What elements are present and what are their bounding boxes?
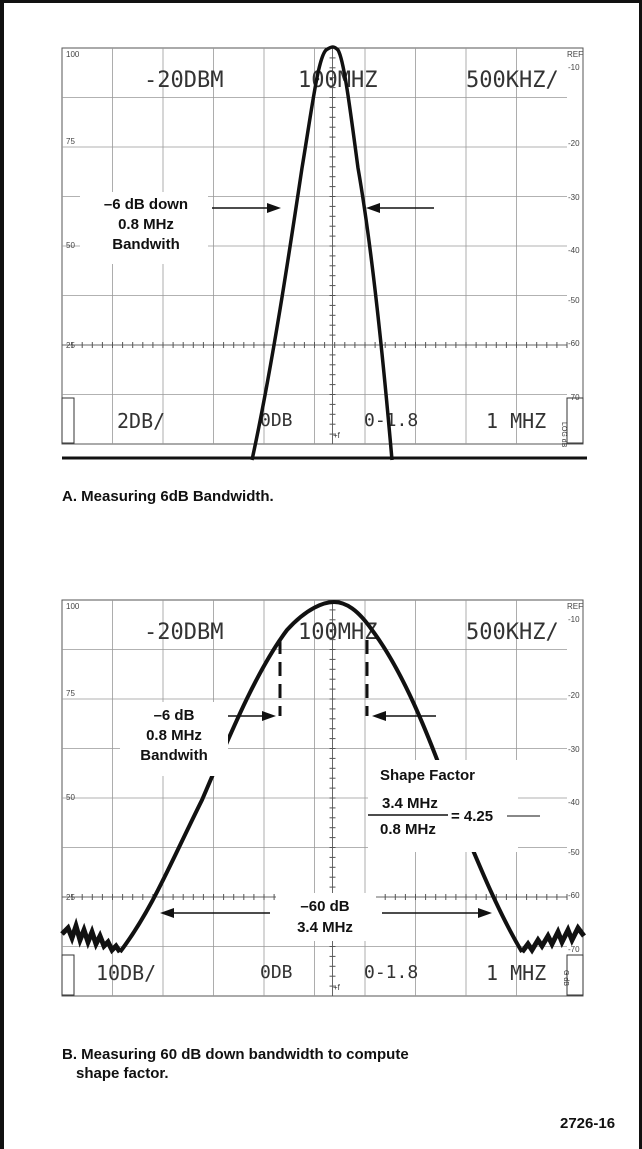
caption-b: B. Measuring 60 dB down bandwidth to com… [62, 1045, 482, 1083]
shape-factor-bg [368, 760, 518, 852]
bw60-annotation-bg [276, 893, 376, 941]
resolution-bw-readout: 1 MHZ [486, 409, 546, 433]
coarse-fine-readout-b: 0-1.8 [364, 962, 418, 983]
annotation-a-bg [80, 192, 208, 264]
ref-level-readout: -20DBM [144, 68, 223, 93]
caption-a: A. Measuring 6dB Bandwidth. [62, 488, 274, 505]
left-scale-top: 100 [66, 50, 80, 59]
spectrum-display-a-svg: 100 75 50 25 REF -10 -20 -30 -40 -50 -60… [61, 45, 587, 461]
bw60-line1: –60 dB [300, 898, 349, 915]
spectrum-display-b-svg: 100 75 50 25 REF -10 -20 -30 -40 -50 -60… [60, 599, 586, 997]
right-scale-60-b: -60 [568, 891, 580, 900]
bw6-arrow-right-head [372, 711, 386, 721]
caption-b-line1: B. Measuring 60 dB down bandwidth to com… [62, 1046, 409, 1063]
freq-marker-label-b: +f [333, 983, 341, 992]
log-db-tag: LOG dB [560, 422, 567, 448]
freq-marker-label: +f [333, 431, 341, 440]
right-scale-10-b: -10 [568, 615, 580, 624]
right-scale-60: -60 [568, 339, 580, 348]
span-readout: 500KHZ/ [466, 68, 559, 93]
left-scale-50-b: 50 [66, 793, 75, 802]
left-bottom-box [61, 397, 75, 444]
left-scale-25-b: 25 [66, 893, 75, 902]
frame-left-border [0, 0, 4, 1149]
right-scale-20-b: -20 [568, 691, 580, 700]
shape-factor-title: Shape Factor [380, 767, 475, 784]
resolution-bw-readout-b: 1 MHZ [486, 961, 546, 985]
bw6-arrow-left-head [262, 711, 276, 721]
bw6-line2: 0.8 MHz [146, 727, 202, 744]
center-freq-readout-b: 100MHZ [298, 620, 377, 645]
coarse-fine-readout: 0-1.8 [364, 410, 418, 431]
span-readout-b: 500KHZ/ [466, 620, 559, 645]
frame-top-border [0, 0, 642, 3]
mode-readout: 0DB [260, 410, 293, 431]
bw6-annotation-bg [120, 702, 228, 776]
annotation-a-line1: –6 dB down [104, 196, 188, 213]
right-bottom-box [566, 397, 584, 444]
left-scale-top-b: 100 [66, 602, 80, 611]
bw60-line2: 3.4 MHz [297, 919, 353, 936]
bw6-line1: –6 dB [154, 707, 195, 724]
figure-number: 2726-16 [560, 1115, 616, 1132]
ref-level-readout-b: -20DBM [144, 620, 223, 645]
spectrum-trace-a [250, 45, 394, 461]
left-scale-75-b: 75 [66, 689, 75, 698]
annotation-a-line3: Bandwith [112, 236, 180, 253]
ref-label: REF [567, 50, 583, 59]
shape-factor-numerator: 3.4 MHz [382, 795, 438, 812]
shape-factor-denominator: 0.8 MHz [380, 821, 436, 838]
right-scale-30: -30 [568, 193, 580, 202]
noise-floor-right [520, 923, 586, 955]
vertical-scale-readout-b: 10DB/ [96, 961, 156, 985]
noise-floor-left [60, 917, 123, 955]
right-scale-40: -40 [568, 246, 580, 255]
right-scale-20: -20 [568, 139, 580, 148]
right-scale-50: -50 [568, 296, 580, 305]
right-scale-10: -10 [568, 63, 580, 72]
bw60-arrow-right-head [478, 908, 492, 918]
center-freq-readout: 100MHZ [298, 68, 377, 93]
caption-b-line2: shape factor. [76, 1065, 169, 1082]
shape-factor-result: = 4.25 [451, 808, 493, 825]
bw6-line3: Bandwith [140, 747, 208, 764]
right-scale-70-b: -70 [568, 945, 580, 954]
spectrum-display-b: 100 75 50 25 REF -10 -20 -30 -40 -50 -60… [60, 599, 587, 1018]
frame-right-border [639, 0, 642, 1149]
right-scale-30-b: -30 [568, 745, 580, 754]
g-db-tag: G dB [562, 970, 569, 986]
right-bottom-box-b [566, 954, 584, 996]
ref-label-b: REF [567, 602, 583, 611]
left-scale-25: 25 [66, 341, 75, 350]
mode-readout-b: 0DB [260, 962, 293, 983]
left-scale-75: 75 [66, 137, 75, 146]
vertical-scale-readout: 2DB/ [117, 409, 165, 433]
spectrum-display-a: 100 75 50 25 REF -10 -20 -30 -40 -50 -60… [61, 45, 587, 466]
right-scale-50-b: -50 [568, 848, 580, 857]
right-scale-40-b: -40 [568, 798, 580, 807]
arrow-right-head [366, 203, 380, 213]
left-scale-50: 50 [66, 241, 75, 250]
arrow-left-head [267, 203, 281, 213]
annotation-a-line2: 0.8 MHz [118, 216, 174, 233]
left-bottom-box-b [61, 954, 75, 996]
bw60-arrow-left-head [160, 908, 174, 918]
